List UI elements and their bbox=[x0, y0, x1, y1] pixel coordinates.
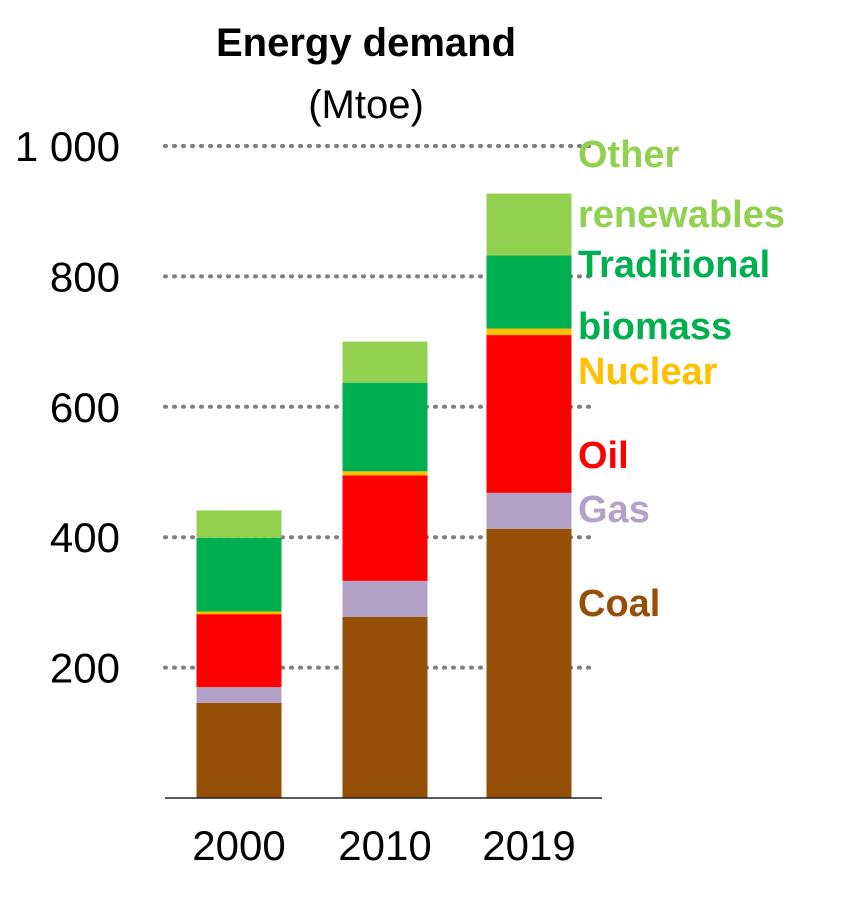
bar-segment-traditional-biomass-2000 bbox=[196, 537, 282, 612]
bar-segment-coal-2010 bbox=[342, 616, 428, 798]
legend-label: Other bbox=[578, 134, 680, 176]
y-axis-ticks: 200 400 600 800 1 000 bbox=[15, 123, 120, 692]
legend-label: Oil bbox=[578, 435, 629, 477]
y-tick-label: 400 bbox=[50, 514, 120, 561]
legend-label: Gas bbox=[578, 489, 650, 531]
x-tick-label: 2010 bbox=[338, 822, 431, 869]
chart-unit-label: (Mtoe) bbox=[308, 83, 424, 127]
bar-segment-other-renewables-2010 bbox=[342, 341, 428, 383]
bar-segment-coal-2000 bbox=[196, 702, 282, 798]
chart-title: Energy demand bbox=[216, 21, 516, 65]
legend-label: biomass bbox=[578, 306, 732, 348]
bar-stack-2010 bbox=[342, 341, 428, 798]
bar-segment-oil-2010 bbox=[342, 475, 428, 581]
y-tick-label: 800 bbox=[50, 253, 120, 300]
legend-label: Coal bbox=[578, 583, 660, 625]
bar-segment-coal-2019 bbox=[486, 528, 572, 798]
bar-segment-oil-2000 bbox=[196, 614, 282, 688]
y-tick-label: 1 000 bbox=[15, 123, 120, 170]
bar-segment-other-renewables-2000 bbox=[196, 510, 282, 538]
bars bbox=[196, 193, 572, 798]
bar-segment-nuclear-2019 bbox=[486, 328, 572, 336]
legend-label: Nuclear bbox=[578, 351, 718, 393]
legend: Other renewables Traditional biomassNuclear… bbox=[578, 134, 785, 625]
x-axis-ticks: 2000 2010 2019 bbox=[192, 822, 575, 869]
bar-segment-nuclear-2000 bbox=[196, 611, 282, 615]
bar-segment-traditional-biomass-2019 bbox=[486, 255, 572, 329]
legend-label: renewables bbox=[578, 194, 785, 236]
bar-segment-gas-2019 bbox=[486, 492, 572, 529]
bar-segment-nuclear-2010 bbox=[342, 471, 428, 476]
bar-stack-2000 bbox=[196, 510, 282, 798]
bar-segment-other-renewables-2019 bbox=[486, 193, 572, 256]
bar-stack-2019 bbox=[486, 193, 572, 798]
bar-segment-gas-2010 bbox=[342, 580, 428, 617]
bar-segment-oil-2019 bbox=[486, 335, 572, 493]
x-tick-label: 2019 bbox=[482, 822, 575, 869]
x-tick-label: 2000 bbox=[192, 822, 285, 869]
y-tick-label: 200 bbox=[50, 645, 120, 692]
y-tick-label: 600 bbox=[50, 384, 120, 431]
bar-segment-gas-2000 bbox=[196, 687, 282, 703]
legend-label: Traditional bbox=[578, 244, 770, 286]
bar-segment-traditional-biomass-2010 bbox=[342, 382, 428, 472]
